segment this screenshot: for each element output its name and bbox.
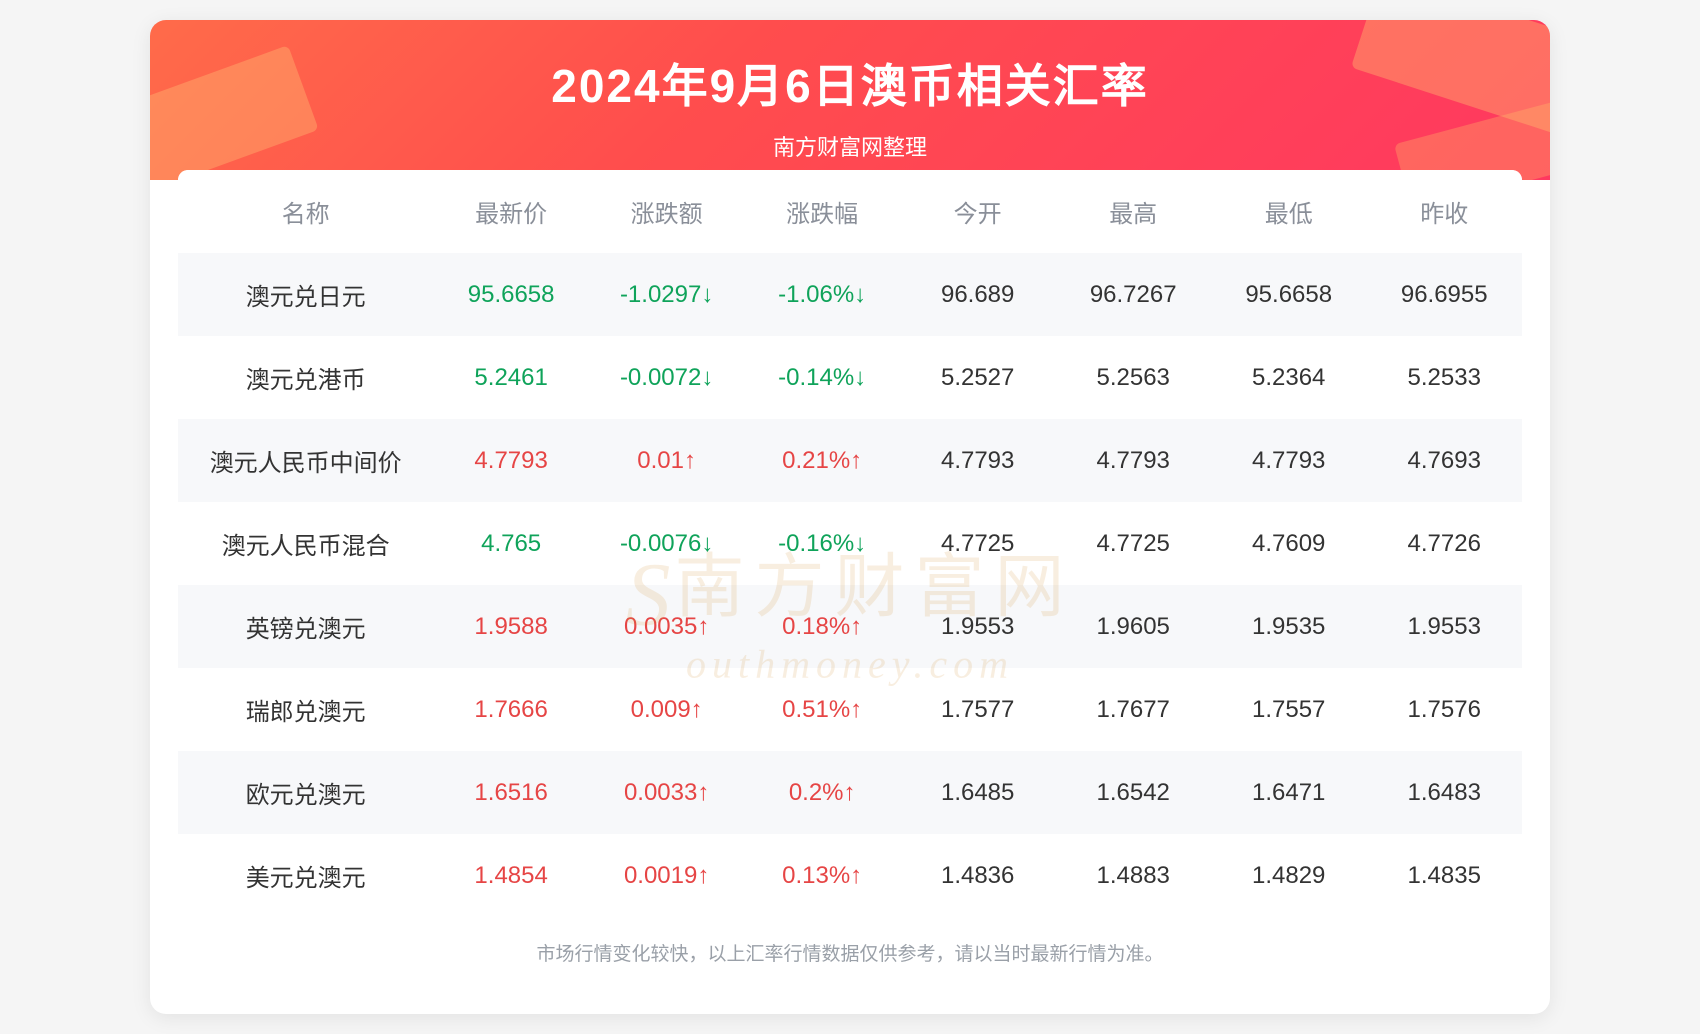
- header: 2024年9月6日澳币相关汇率 南方财富网整理: [150, 20, 1550, 180]
- cell-change-amt: -0.0076↓: [589, 502, 745, 585]
- table-row: 澳元人民币中间价4.77930.01↑0.21%↑4.77934.77934.7…: [178, 419, 1522, 502]
- cell-open: 1.6485: [900, 751, 1056, 834]
- page-title: 2024年9月6日澳币相关汇率: [150, 20, 1550, 116]
- cell-low: 1.9535: [1211, 585, 1367, 668]
- cell-change-pct: 0.2%↑: [744, 751, 900, 834]
- table-row: 澳元兑港币5.2461-0.0072↓-0.14%↓5.25275.25635.…: [178, 336, 1522, 419]
- cell-low: 4.7609: [1211, 502, 1367, 585]
- cell-prev: 1.7576: [1366, 668, 1522, 751]
- cell-high: 1.4883: [1055, 834, 1211, 917]
- cell-change-pct: 0.21%↑: [744, 419, 900, 502]
- cell-latest: 5.2461: [433, 336, 589, 419]
- col-high: 最高: [1055, 170, 1211, 253]
- table-row: 美元兑澳元1.48540.0019↑0.13%↑1.48361.48831.48…: [178, 834, 1522, 917]
- col-open: 今开: [900, 170, 1056, 253]
- col-change-amt: 涨跌额: [589, 170, 745, 253]
- cell-change-amt: 0.01↑: [589, 419, 745, 502]
- cell-change-pct: -0.16%↓: [744, 502, 900, 585]
- cell-low: 95.6658: [1211, 253, 1367, 336]
- cell-name: 澳元人民币混合: [178, 502, 433, 585]
- cell-name: 澳元兑港币: [178, 336, 433, 419]
- cell-latest: 95.6658: [433, 253, 589, 336]
- cell-latest: 1.4854: [433, 834, 589, 917]
- col-prev: 昨收: [1366, 170, 1522, 253]
- table-row: 欧元兑澳元1.65160.0033↑0.2%↑1.64851.65421.647…: [178, 751, 1522, 834]
- footnote: 市场行情变化较快，以上汇率行情数据仅供参考，请以当时最新行情为准。: [178, 917, 1522, 994]
- cell-open: 96.689: [900, 253, 1056, 336]
- cell-prev: 1.4835: [1366, 834, 1522, 917]
- cell-low: 1.6471: [1211, 751, 1367, 834]
- cell-change-amt: 0.009↑: [589, 668, 745, 751]
- cell-change-amt: 0.0019↑: [589, 834, 745, 917]
- cell-open: 4.7725: [900, 502, 1056, 585]
- cell-high: 4.7725: [1055, 502, 1211, 585]
- cell-prev: 1.9553: [1366, 585, 1522, 668]
- cell-prev: 96.6955: [1366, 253, 1522, 336]
- cell-prev: 4.7726: [1366, 502, 1522, 585]
- cell-high: 96.7267: [1055, 253, 1211, 336]
- col-latest: 最新价: [433, 170, 589, 253]
- cell-low: 1.7557: [1211, 668, 1367, 751]
- table-row: 瑞郎兑澳元1.76660.009↑0.51%↑1.75771.76771.755…: [178, 668, 1522, 751]
- cell-change-amt: -0.0072↓: [589, 336, 745, 419]
- table-row: 澳元人民币混合4.765-0.0076↓-0.16%↓4.77254.77254…: [178, 502, 1522, 585]
- cell-high: 1.9605: [1055, 585, 1211, 668]
- cell-change-pct: 0.18%↑: [744, 585, 900, 668]
- table-row: 英镑兑澳元1.95880.0035↑0.18%↑1.95531.96051.95…: [178, 585, 1522, 668]
- col-change-pct: 涨跌幅: [744, 170, 900, 253]
- cell-change-amt: -1.0297↓: [589, 253, 745, 336]
- cell-name: 欧元兑澳元: [178, 751, 433, 834]
- cell-name: 澳元人民币中间价: [178, 419, 433, 502]
- col-name: 名称: [178, 170, 433, 253]
- cell-name: 美元兑澳元: [178, 834, 433, 917]
- cell-prev: 5.2533: [1366, 336, 1522, 419]
- cell-name: 澳元兑日元: [178, 253, 433, 336]
- cell-change-pct: 0.13%↑: [744, 834, 900, 917]
- cell-high: 4.7793: [1055, 419, 1211, 502]
- cell-latest: 4.765: [433, 502, 589, 585]
- cell-high: 5.2563: [1055, 336, 1211, 419]
- cell-high: 1.7677: [1055, 668, 1211, 751]
- cell-open: 1.4836: [900, 834, 1056, 917]
- cell-latest: 4.7793: [433, 419, 589, 502]
- cell-change-amt: 0.0035↑: [589, 585, 745, 668]
- cell-name: 瑞郎兑澳元: [178, 668, 433, 751]
- cell-name: 英镑兑澳元: [178, 585, 433, 668]
- cell-low: 1.4829: [1211, 834, 1367, 917]
- cell-latest: 1.7666: [433, 668, 589, 751]
- cell-prev: 4.7693: [1366, 419, 1522, 502]
- table-header-row: 名称 最新价 涨跌额 涨跌幅 今开 最高 最低 昨收: [178, 170, 1522, 253]
- cell-latest: 1.9588: [433, 585, 589, 668]
- cell-change-pct: 0.51%↑: [744, 668, 900, 751]
- exchange-rate-card: 2024年9月6日澳币相关汇率 南方财富网整理 名称 最新价 涨跌额 涨跌幅 今…: [150, 20, 1550, 1014]
- cell-change-pct: -1.06%↓: [744, 253, 900, 336]
- col-low: 最低: [1211, 170, 1367, 253]
- cell-change-pct: -0.14%↓: [744, 336, 900, 419]
- cell-change-amt: 0.0033↑: [589, 751, 745, 834]
- cell-open: 5.2527: [900, 336, 1056, 419]
- cell-latest: 1.6516: [433, 751, 589, 834]
- exchange-rate-table: 名称 最新价 涨跌额 涨跌幅 今开 最高 最低 昨收 澳元兑日元95.6658-…: [178, 170, 1522, 917]
- table-row: 澳元兑日元95.6658-1.0297↓-1.06%↓96.68996.7267…: [178, 253, 1522, 336]
- cell-low: 4.7793: [1211, 419, 1367, 502]
- cell-open: 1.7577: [900, 668, 1056, 751]
- cell-prev: 1.6483: [1366, 751, 1522, 834]
- cell-open: 4.7793: [900, 419, 1056, 502]
- cell-open: 1.9553: [900, 585, 1056, 668]
- page-subtitle: 南方财富网整理: [150, 130, 1550, 162]
- cell-low: 5.2364: [1211, 336, 1367, 419]
- table-container: 名称 最新价 涨跌额 涨跌幅 今开 最高 最低 昨收 澳元兑日元95.6658-…: [150, 170, 1550, 1014]
- cell-high: 1.6542: [1055, 751, 1211, 834]
